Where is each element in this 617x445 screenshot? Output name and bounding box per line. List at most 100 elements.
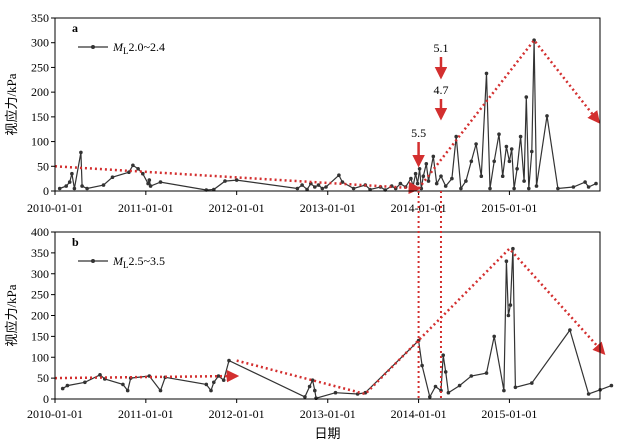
data-point-a bbox=[351, 186, 356, 191]
y-tick-label-a: 0 bbox=[43, 184, 49, 198]
data-point-a bbox=[459, 186, 463, 191]
data-point-a bbox=[500, 174, 505, 178]
data-point-a bbox=[67, 180, 72, 184]
data-point-a bbox=[320, 186, 325, 191]
data-point-b bbox=[433, 384, 438, 389]
y-tick-label-a: 300 bbox=[31, 36, 49, 50]
data-point-b bbox=[502, 388, 506, 393]
data-point-a bbox=[415, 181, 420, 186]
trend-arrow-b bbox=[236, 246, 606, 396]
y-tick-label-b: 350 bbox=[31, 246, 49, 260]
data-point-a bbox=[464, 179, 468, 183]
data-point-a bbox=[556, 186, 560, 191]
data-point-b bbox=[307, 384, 312, 389]
data-point-a bbox=[313, 185, 317, 189]
data-point-b bbox=[98, 373, 102, 377]
data-point-a bbox=[512, 186, 516, 191]
data-point-a bbox=[504, 144, 509, 149]
data-point-a bbox=[64, 184, 68, 188]
data-point-a bbox=[57, 186, 62, 191]
data-point-a bbox=[417, 167, 422, 171]
data-point-a bbox=[305, 187, 309, 192]
data-point-a bbox=[110, 175, 115, 179]
data-point-a bbox=[413, 171, 418, 176]
panel-b: 0 50 100 150 200 250 300 350 400 2010-01-01 2011-0… bbox=[27, 225, 614, 421]
x-tick-label-b: 2012-01-01 bbox=[209, 407, 265, 421]
data-point-a bbox=[515, 167, 519, 171]
data-point-a bbox=[443, 184, 448, 188]
data-point-a bbox=[522, 179, 526, 183]
y-tick-label-a: 250 bbox=[31, 60, 49, 74]
data-point-a bbox=[454, 134, 459, 139]
data-point-a bbox=[79, 150, 83, 155]
data-point-a bbox=[474, 142, 478, 146]
data-point-b bbox=[227, 358, 231, 363]
y-tick-label-b: 0 bbox=[43, 392, 49, 406]
data-point-a bbox=[424, 162, 429, 166]
panel-a: 0 50 100 150 200 250 300 350 2010-01-01 2011-01-0… bbox=[27, 11, 601, 215]
data-point-b bbox=[221, 378, 226, 383]
dotted-guides bbox=[417, 191, 442, 399]
y-tick-label-b: 400 bbox=[31, 225, 49, 239]
data-point-a bbox=[571, 185, 576, 189]
data-point-a bbox=[530, 149, 534, 154]
data-point-a bbox=[409, 176, 413, 181]
data-point-b bbox=[586, 392, 591, 396]
y-tick-label-b: 150 bbox=[31, 329, 49, 343]
x-tick-label-b: 2013-01-01 bbox=[300, 407, 356, 421]
data-point-a bbox=[398, 181, 403, 186]
data-point-a bbox=[146, 181, 150, 186]
data-point-a bbox=[527, 186, 531, 191]
series-line-b bbox=[62, 248, 612, 399]
y-tick-label-b: 50 bbox=[37, 371, 49, 385]
data-point-a bbox=[434, 181, 439, 186]
data-point-b bbox=[310, 378, 315, 383]
data-point-b bbox=[530, 381, 534, 385]
data-point-a bbox=[70, 171, 74, 176]
legend-marker bbox=[91, 45, 95, 49]
x-tick-label-a: 2013-01-01 bbox=[300, 201, 356, 215]
data-point-a bbox=[148, 184, 153, 188]
data-point-b bbox=[121, 382, 125, 387]
data-point-a bbox=[426, 179, 431, 183]
data-point-a bbox=[545, 114, 549, 118]
data-point-a bbox=[479, 174, 484, 178]
annotation-label: 5.5 bbox=[411, 126, 426, 140]
data-point-b bbox=[513, 385, 518, 390]
data-point-a bbox=[316, 183, 321, 187]
data-point-a bbox=[583, 180, 587, 184]
data-point-a bbox=[368, 187, 372, 192]
data-point-a bbox=[80, 184, 84, 188]
legend-label: ML2.0~2.4 bbox=[112, 40, 165, 56]
data-point-a bbox=[295, 186, 300, 191]
trend-arrow-b bbox=[54, 369, 240, 383]
data-point-b bbox=[441, 353, 446, 358]
data-point-a bbox=[518, 134, 523, 139]
annotation-label: 5.1 bbox=[433, 41, 448, 55]
data-point-a bbox=[431, 154, 436, 159]
data-point-a bbox=[85, 186, 89, 191]
data-point-a bbox=[147, 178, 152, 182]
x-tick-label-a: 2015-01-01 bbox=[481, 201, 537, 215]
data-point-b bbox=[65, 383, 70, 388]
data-point-b bbox=[609, 383, 614, 388]
x-tick-label-b: 2015-01-01 bbox=[481, 407, 537, 421]
data-point-b bbox=[420, 363, 424, 368]
data-point-a bbox=[524, 95, 529, 99]
data-point-a bbox=[223, 179, 227, 183]
data-point-a bbox=[158, 180, 163, 184]
data-point-a bbox=[497, 132, 501, 136]
panel-a-letter: a bbox=[72, 21, 78, 35]
data-point-b bbox=[60, 386, 65, 391]
data-point-a bbox=[337, 173, 341, 177]
legend-label: ML2.5~3.5 bbox=[112, 254, 165, 270]
y-tick-label-b: 300 bbox=[31, 267, 49, 281]
data-point-b bbox=[428, 395, 432, 399]
data-point-b bbox=[313, 388, 317, 393]
series-line-a bbox=[59, 40, 597, 191]
data-point-a bbox=[594, 181, 598, 186]
trend-arrow-a bbox=[417, 38, 601, 190]
x-tick-label-a: 2012-01-01 bbox=[209, 201, 265, 215]
data-point-a bbox=[72, 186, 77, 191]
